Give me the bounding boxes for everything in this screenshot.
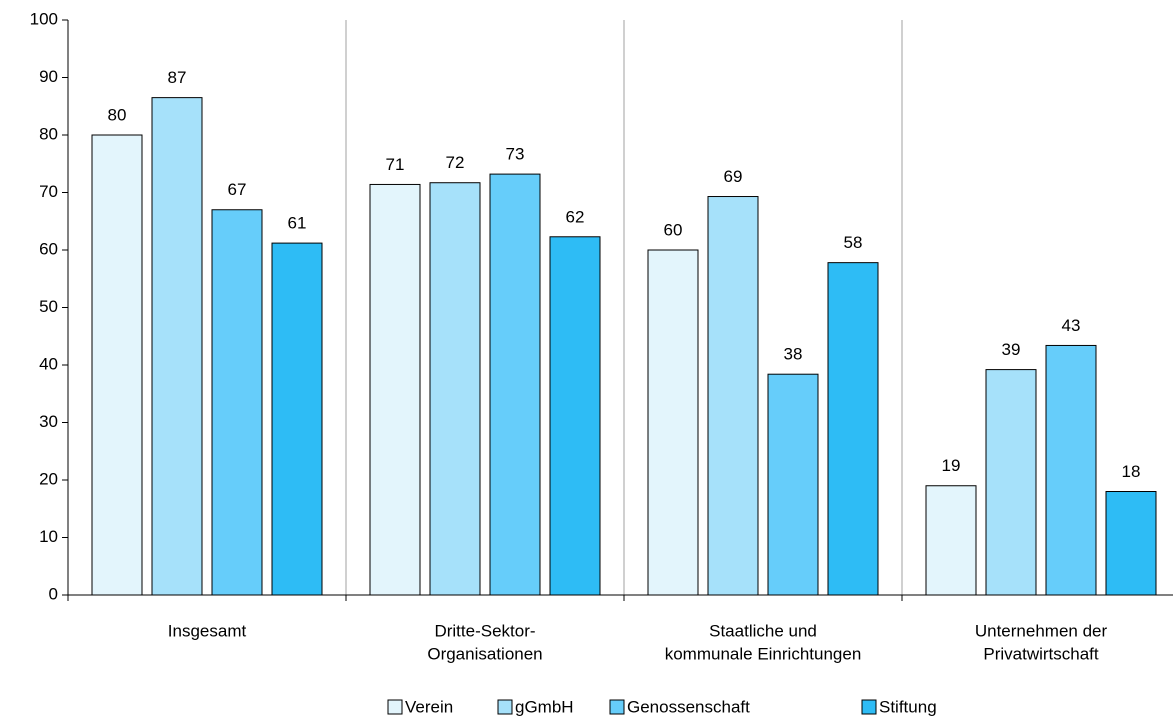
data-label: 72 bbox=[446, 153, 465, 172]
x-tick-label: kommunale Einrichtungen bbox=[665, 644, 862, 663]
legend-swatch bbox=[497, 699, 513, 715]
data-label: 60 bbox=[664, 220, 683, 239]
data-label: 18 bbox=[1122, 462, 1141, 481]
bar bbox=[489, 173, 541, 596]
bar bbox=[369, 183, 421, 596]
data-label: 62 bbox=[566, 207, 585, 226]
y-tick-label: 10 bbox=[39, 527, 58, 546]
data-label: 67 bbox=[228, 180, 247, 199]
bar bbox=[925, 485, 977, 596]
x-tick-label: Dritte-Sektor- bbox=[434, 621, 535, 640]
legend-swatch bbox=[609, 699, 625, 715]
y-tick-label: 0 bbox=[49, 584, 58, 603]
data-label: 58 bbox=[844, 233, 863, 252]
bar bbox=[1105, 491, 1157, 596]
bar bbox=[271, 242, 323, 596]
bar bbox=[1045, 344, 1097, 596]
legend-label: gGmbH bbox=[515, 697, 574, 716]
x-tick-label: Organisationen bbox=[427, 644, 542, 663]
bar bbox=[151, 97, 203, 596]
bar bbox=[429, 182, 481, 596]
bar bbox=[647, 249, 699, 596]
legend-label: Stiftung bbox=[879, 697, 937, 716]
bar bbox=[91, 134, 143, 596]
y-tick-label: 70 bbox=[39, 182, 58, 201]
x-tick-label: Unternehmen der bbox=[975, 621, 1108, 640]
data-label: 19 bbox=[942, 456, 961, 475]
y-tick-label: 100 bbox=[30, 9, 58, 28]
data-label: 80 bbox=[108, 105, 127, 124]
bar bbox=[211, 209, 263, 596]
y-tick-label: 30 bbox=[39, 412, 58, 431]
data-label: 69 bbox=[724, 167, 743, 186]
bar bbox=[549, 236, 601, 596]
data-label: 73 bbox=[506, 145, 525, 164]
data-label: 38 bbox=[784, 345, 803, 364]
x-tick-label: Staatliche und bbox=[709, 621, 817, 640]
y-tick-label: 50 bbox=[39, 297, 58, 316]
y-tick-label: 90 bbox=[39, 67, 58, 86]
bar bbox=[767, 373, 819, 596]
bar bbox=[707, 196, 759, 596]
data-label: 39 bbox=[1002, 340, 1021, 359]
data-label: 71 bbox=[386, 155, 405, 174]
legend-label: Verein bbox=[405, 697, 453, 716]
y-tick-label: 20 bbox=[39, 469, 58, 488]
x-tick-label: Privatwirtschaft bbox=[983, 644, 1099, 663]
data-label: 43 bbox=[1062, 316, 1081, 335]
x-tick-label: Insgesamt bbox=[168, 621, 247, 640]
data-label: 87 bbox=[168, 68, 187, 87]
y-tick-label: 40 bbox=[39, 354, 58, 373]
bar bbox=[985, 369, 1037, 596]
bar bbox=[827, 262, 879, 596]
legend-label: Genossenschaft bbox=[627, 697, 750, 716]
legend-swatch bbox=[861, 699, 877, 715]
legend-swatch bbox=[387, 699, 403, 715]
data-label: 61 bbox=[288, 214, 307, 233]
y-tick-label: 60 bbox=[39, 239, 58, 258]
y-tick-label: 80 bbox=[39, 124, 58, 143]
